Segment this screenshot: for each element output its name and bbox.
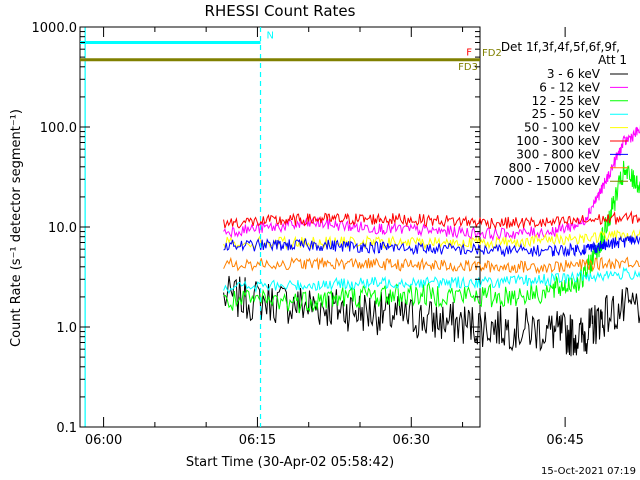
annotation-label: F	[466, 47, 472, 58]
series-line	[223, 256, 640, 275]
x-tick-label: 06:15	[239, 433, 276, 448]
series-line	[223, 124, 640, 242]
legend-entry: 12 - 25 keV	[532, 94, 601, 108]
legend-entry: 100 - 300 keV	[516, 134, 600, 148]
series-line	[223, 210, 640, 231]
annotation-label: N	[267, 30, 274, 41]
y-tick-label: 1000.0	[32, 21, 78, 36]
y-tick-label: 0.1	[56, 421, 77, 436]
annotation-label: FD2	[482, 48, 502, 59]
series-line	[223, 160, 640, 314]
y-tick-label: 1.0	[56, 321, 77, 336]
ticks-layer: 06:0006:1506:3006:4507:0007:1507:300.11.…	[32, 21, 584, 448]
legend-header-att: Att 1	[598, 53, 627, 67]
legend-entry: 3 - 6 keV	[547, 67, 601, 81]
series-line	[223, 228, 640, 251]
legend-entry: 25 - 50 keV	[532, 107, 601, 121]
chart-title: RHESSI Count Rates	[205, 2, 356, 20]
y-axis-label: Count Rate (s⁻¹ detector segment⁻¹)	[9, 109, 24, 347]
legend-entry: 800 - 7000 keV	[509, 161, 601, 175]
x-tick-label: 06:45	[546, 433, 583, 448]
legend-entry: 7000 - 15000 keV	[493, 174, 600, 188]
legend-entry: 50 - 100 keV	[524, 121, 601, 135]
y-tick-label: 10.0	[48, 221, 77, 236]
y-tick-label: 100.0	[40, 121, 77, 136]
legend-entry: 6 - 12 keV	[539, 80, 601, 94]
plot-frame	[79, 26, 481, 428]
x-axis-label: Start Time (30-Apr-02 05:58:42)	[186, 455, 394, 470]
footer-timestamp: 15-Oct-2021 07:19	[541, 466, 636, 477]
series-line	[223, 235, 640, 258]
x-tick-label: 06:30	[393, 433, 430, 448]
series-layer	[223, 124, 640, 357]
legend-entry: 300 - 800 keV	[516, 147, 600, 161]
annotation-label: FD3	[458, 62, 478, 73]
series-line	[223, 266, 640, 295]
x-tick-label: 06:00	[85, 433, 122, 448]
series-line	[223, 275, 640, 357]
legend-header: Det 1f,3f,4f,5f,6f,9f,	[501, 40, 620, 54]
